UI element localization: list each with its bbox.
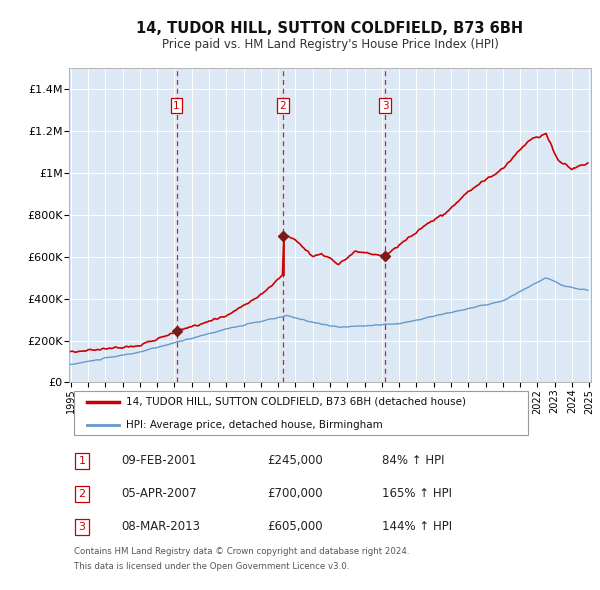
Text: 2: 2 — [280, 101, 286, 110]
Text: HPI: Average price, detached house, Birmingham: HPI: Average price, detached house, Birm… — [127, 420, 383, 430]
Text: 08-MAR-2013: 08-MAR-2013 — [121, 520, 200, 533]
Text: 05-APR-2007: 05-APR-2007 — [121, 487, 197, 500]
Text: 3: 3 — [79, 522, 86, 532]
Text: Price paid vs. HM Land Registry's House Price Index (HPI): Price paid vs. HM Land Registry's House … — [161, 38, 499, 51]
Text: 09-FEB-2001: 09-FEB-2001 — [121, 454, 197, 467]
Text: £605,000: £605,000 — [268, 520, 323, 533]
Text: 3: 3 — [382, 101, 388, 110]
Text: Contains HM Land Registry data © Crown copyright and database right 2024.: Contains HM Land Registry data © Crown c… — [74, 547, 410, 556]
Text: 14, TUDOR HILL, SUTTON COLDFIELD, B73 6BH (detached house): 14, TUDOR HILL, SUTTON COLDFIELD, B73 6B… — [127, 396, 466, 407]
Text: 1: 1 — [173, 101, 180, 110]
Text: £700,000: £700,000 — [268, 487, 323, 500]
Text: 2: 2 — [79, 489, 86, 499]
Text: This data is licensed under the Open Government Licence v3.0.: This data is licensed under the Open Gov… — [74, 562, 350, 571]
Text: 1: 1 — [79, 456, 86, 466]
Text: 144% ↑ HPI: 144% ↑ HPI — [382, 520, 452, 533]
FancyBboxPatch shape — [74, 391, 529, 435]
Text: £245,000: £245,000 — [268, 454, 323, 467]
Text: 165% ↑ HPI: 165% ↑ HPI — [382, 487, 452, 500]
Text: 84% ↑ HPI: 84% ↑ HPI — [382, 454, 445, 467]
Text: 14, TUDOR HILL, SUTTON COLDFIELD, B73 6BH: 14, TUDOR HILL, SUTTON COLDFIELD, B73 6B… — [136, 21, 524, 36]
